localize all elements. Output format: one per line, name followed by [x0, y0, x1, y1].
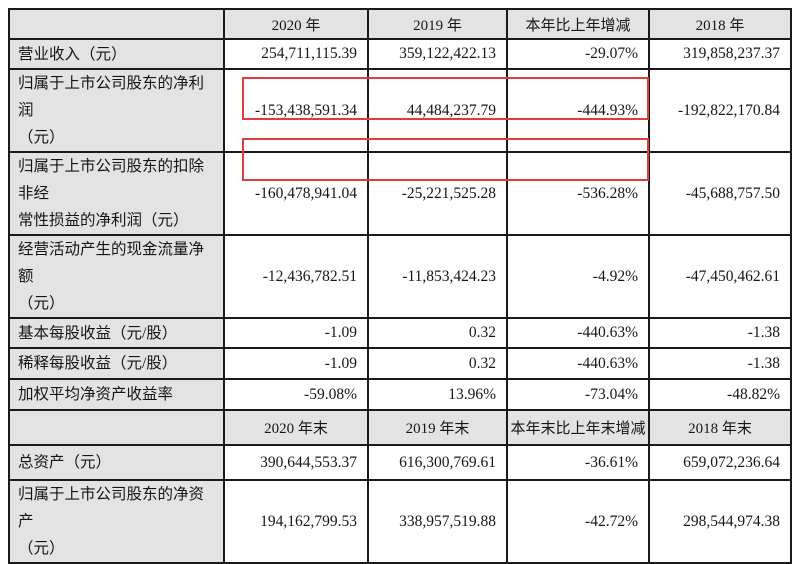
- value-cell: -29.07%: [506, 38, 650, 70]
- value-cell: -1.38: [648, 317, 792, 349]
- header-yoy-change: 本年比上年增减: [506, 8, 650, 40]
- table-row-weighted-avg-roe: 加权平均净资产收益率 -59.08% 13.96% -73.04% -48.82…: [8, 378, 792, 411]
- table-row-net-profit: 归属于上市公司股东的净利润 （元） -153,438,591.34 44,484…: [8, 68, 792, 153]
- value-cell: -42.72%: [506, 479, 650, 564]
- value-cell: 359,122,422.13: [367, 38, 508, 70]
- empty-corner-cell: [8, 409, 225, 446]
- value-cell: 0.32: [367, 317, 508, 349]
- row-label: 归属于上市公司股东的扣除非经 常性损益的净利润（元）: [8, 151, 225, 236]
- value-cell: 390,644,553.37: [223, 444, 369, 481]
- value-cell: 319,858,237.37: [648, 38, 792, 70]
- value-cell: -73.04%: [506, 378, 650, 411]
- value-cell: 298,544,974.38: [648, 479, 792, 564]
- financial-summary-table: 2020 年 2019 年 本年比上年增减 2018 年 营业收入（元） 254…: [8, 8, 792, 564]
- row-label: 经营活动产生的现金流量净额 （元）: [8, 234, 225, 319]
- value-cell: -45,688,757.50: [648, 151, 792, 236]
- value-cell: -47,450,462.61: [648, 234, 792, 319]
- value-cell: -153,438,591.34: [223, 68, 369, 153]
- value-cell: 616,300,769.61: [367, 444, 508, 481]
- value-cell: 13.96%: [367, 378, 508, 411]
- value-cell: -1.09: [223, 317, 369, 349]
- table-row-diluted-eps: 稀释每股收益（元/股） -1.09 0.32 -440.63% -1.38: [8, 347, 792, 380]
- row-label: 总资产（元）: [8, 444, 225, 481]
- value-cell: -48.82%: [648, 378, 792, 411]
- value-cell: 254,711,115.39: [223, 38, 369, 70]
- value-cell: -440.63%: [506, 317, 650, 349]
- value-cell: 44,484,237.79: [367, 68, 508, 153]
- annual-header-row: 2020 年 2019 年 本年比上年增减 2018 年: [8, 8, 792, 40]
- row-label: 加权平均净资产收益率: [8, 378, 225, 411]
- value-cell: -25,221,525.28: [367, 151, 508, 236]
- header-year-end-2018: 2018 年末: [648, 409, 792, 446]
- value-cell: 338,957,519.88: [367, 479, 508, 564]
- value-cell: -444.93%: [506, 68, 650, 153]
- row-label: 基本每股收益（元/股）: [8, 317, 225, 349]
- table-row-basic-eps: 基本每股收益（元/股） -1.09 0.32 -440.63% -1.38: [8, 317, 792, 349]
- value-cell: 0.32: [367, 347, 508, 380]
- row-label: 营业收入（元）: [8, 38, 225, 70]
- value-cell: -192,822,170.84: [648, 68, 792, 153]
- row-label: 稀释每股收益（元/股）: [8, 347, 225, 380]
- value-cell: 194,162,799.53: [223, 479, 369, 564]
- key-accounting-data-table: 2020 年 2019 年 本年比上年增减 2018 年 营业收入（元） 254…: [8, 8, 792, 564]
- table-row-operating-cash-flow: 经营活动产生的现金流量净额 （元） -12,436,782.51 -11,853…: [8, 234, 792, 319]
- table-row-net-assets: 归属于上市公司股东的净资产 （元） 194,162,799.53 338,957…: [8, 479, 792, 564]
- value-cell: 659,072,236.64: [648, 444, 792, 481]
- empty-corner-cell: [8, 8, 225, 40]
- year-end-header-row: 2020 年末 2019 年末 本年末比上年末增减 2018 年末: [8, 409, 792, 446]
- table-row-revenue: 营业收入（元） 254,711,115.39 359,122,422.13 -2…: [8, 38, 792, 70]
- value-cell: -1.09: [223, 347, 369, 380]
- header-year-2019: 2019 年: [367, 8, 508, 40]
- header-year-end-2019: 2019 年末: [367, 409, 508, 446]
- header-year-end-2020: 2020 年末: [223, 409, 369, 446]
- row-label: 归属于上市公司股东的净资产 （元）: [8, 479, 225, 564]
- row-label: 归属于上市公司股东的净利润 （元）: [8, 68, 225, 153]
- header-year-end-change: 本年末比上年末增减: [506, 409, 650, 446]
- value-cell: -36.61%: [506, 444, 650, 481]
- table-row-deducted-net-profit: 归属于上市公司股东的扣除非经 常性损益的净利润（元） -160,478,941.…: [8, 151, 792, 236]
- value-cell: -1.38: [648, 347, 792, 380]
- header-year-2018: 2018 年: [648, 8, 792, 40]
- value-cell: -440.63%: [506, 347, 650, 380]
- value-cell: -12,436,782.51: [223, 234, 369, 319]
- header-year-2020: 2020 年: [223, 8, 369, 40]
- value-cell: -4.92%: [506, 234, 650, 319]
- table-row-total-assets: 总资产（元） 390,644,553.37 616,300,769.61 -36…: [8, 444, 792, 481]
- value-cell: -160,478,941.04: [223, 151, 369, 236]
- value-cell: -59.08%: [223, 378, 369, 411]
- value-cell: -11,853,424.23: [367, 234, 508, 319]
- value-cell: -536.28%: [506, 151, 650, 236]
